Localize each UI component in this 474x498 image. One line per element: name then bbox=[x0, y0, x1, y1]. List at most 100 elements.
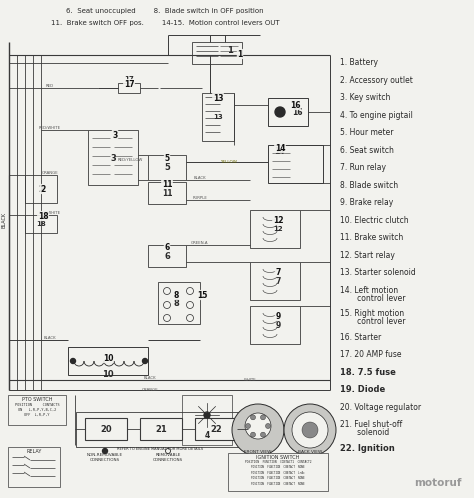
Text: 11.  Brake switch OFF pos.        14-15.  Motion control levers OUT: 11. Brake switch OFF pos. 14-15. Motion … bbox=[51, 20, 279, 26]
Text: OFF  L,R,P,Y: OFF L,R,P,Y bbox=[24, 413, 50, 417]
Text: 10: 10 bbox=[102, 370, 114, 379]
Text: 2: 2 bbox=[40, 184, 46, 194]
Text: 6: 6 bbox=[164, 243, 170, 251]
Text: FRONT VIEW: FRONT VIEW bbox=[244, 450, 272, 454]
Text: 14: 14 bbox=[275, 143, 285, 152]
Text: 5: 5 bbox=[164, 153, 170, 162]
Text: 22. Ignition: 22. Ignition bbox=[340, 444, 395, 453]
Text: 21: 21 bbox=[155, 424, 167, 433]
Circle shape bbox=[275, 107, 285, 117]
Text: 17: 17 bbox=[124, 80, 134, 89]
Bar bbox=[68, 347, 148, 375]
Text: 16. Starter: 16. Starter bbox=[340, 333, 381, 342]
Circle shape bbox=[143, 359, 147, 364]
Text: 12: 12 bbox=[273, 216, 283, 225]
Bar bbox=[250, 262, 300, 300]
Text: POSITION  FUNCTION  CONTACT  L+Ac: POSITION FUNCTION CONTACT L+Ac bbox=[251, 471, 305, 475]
Text: control lever: control lever bbox=[350, 293, 405, 302]
Bar bbox=[76, 412, 244, 447]
Text: 8: 8 bbox=[173, 290, 179, 299]
Text: GREEN-A: GREEN-A bbox=[191, 241, 209, 245]
Text: 14: 14 bbox=[274, 147, 284, 156]
Bar bbox=[88, 130, 138, 185]
Text: BLACK: BLACK bbox=[144, 376, 156, 380]
Text: 13: 13 bbox=[213, 114, 223, 120]
Text: 10: 10 bbox=[103, 354, 113, 363]
Text: IGNITION SWITCH: IGNITION SWITCH bbox=[256, 455, 300, 460]
Bar bbox=[8, 395, 66, 425]
Text: 5. Hour meter: 5. Hour meter bbox=[340, 128, 393, 137]
Text: 4: 4 bbox=[204, 431, 210, 440]
Text: REMOVABLE
CONNECTIONS: REMOVABLE CONNECTIONS bbox=[153, 453, 183, 462]
Text: 10. Electric clutch: 10. Electric clutch bbox=[340, 216, 409, 225]
Circle shape bbox=[232, 404, 284, 456]
Text: 2. Accessory outlet: 2. Accessory outlet bbox=[340, 76, 413, 85]
Text: motoruf: motoruf bbox=[414, 478, 462, 488]
Text: 6.  Seat unoccupied        8.  Blade switch in OFF position: 6. Seat unoccupied 8. Blade switch in OF… bbox=[66, 8, 264, 14]
Text: 15: 15 bbox=[196, 290, 208, 299]
Bar bbox=[158, 282, 200, 324]
Bar bbox=[228, 453, 328, 491]
Text: 13. Starter solenoid: 13. Starter solenoid bbox=[340, 268, 416, 277]
Text: 5: 5 bbox=[164, 162, 170, 171]
Text: 3. Key switch: 3. Key switch bbox=[340, 93, 391, 102]
Bar bbox=[148, 155, 186, 180]
Bar bbox=[140, 418, 182, 440]
Text: ON   L,R,P,Y,B,C,2: ON L,R,P,Y,B,C,2 bbox=[18, 408, 56, 412]
Circle shape bbox=[245, 413, 271, 439]
Bar bbox=[182, 395, 232, 445]
Text: BLACK: BLACK bbox=[44, 336, 56, 340]
Text: 6: 6 bbox=[164, 251, 170, 260]
Text: PTO SWITCH: PTO SWITCH bbox=[22, 397, 52, 402]
Circle shape bbox=[261, 415, 265, 420]
Text: 3: 3 bbox=[110, 153, 116, 162]
Text: YELLOW: YELLOW bbox=[220, 160, 237, 164]
Bar bbox=[148, 182, 186, 204]
Text: 12. Start relay: 12. Start relay bbox=[340, 250, 395, 259]
Text: 2: 2 bbox=[38, 184, 44, 194]
Bar bbox=[268, 145, 323, 183]
Bar bbox=[8, 447, 60, 487]
Text: WHITE: WHITE bbox=[244, 378, 256, 382]
Text: 16: 16 bbox=[290, 101, 300, 110]
Circle shape bbox=[71, 359, 75, 364]
Text: RED: RED bbox=[46, 84, 54, 88]
Text: 13: 13 bbox=[213, 94, 223, 103]
Text: RED/YELLOW: RED/YELLOW bbox=[117, 158, 143, 162]
Text: POSITION  FUNCTION  CONTACT  NONE: POSITION FUNCTION CONTACT NONE bbox=[251, 465, 305, 469]
Text: 11: 11 bbox=[162, 189, 172, 198]
Bar bbox=[25, 215, 57, 233]
Bar bbox=[250, 306, 300, 344]
Bar bbox=[25, 175, 57, 203]
Text: RED/WHITE: RED/WHITE bbox=[39, 126, 61, 130]
Bar bbox=[268, 98, 308, 126]
Bar bbox=[202, 93, 234, 141]
Circle shape bbox=[284, 404, 336, 456]
Text: 1. Battery: 1. Battery bbox=[340, 58, 378, 67]
Text: 11: 11 bbox=[162, 179, 172, 189]
Text: 22: 22 bbox=[210, 424, 222, 433]
Text: 21. Fuel shut-off: 21. Fuel shut-off bbox=[340, 420, 402, 429]
Text: ORANGE: ORANGE bbox=[42, 171, 58, 175]
Text: 18: 18 bbox=[36, 221, 46, 227]
Text: 17: 17 bbox=[124, 76, 134, 82]
Text: 7. Run relay: 7. Run relay bbox=[340, 163, 386, 172]
Bar bbox=[118, 83, 140, 93]
Bar bbox=[148, 245, 186, 267]
Circle shape bbox=[250, 415, 255, 420]
Text: REFER TO ENGINE MANUAL FOR MORE DETAILS: REFER TO ENGINE MANUAL FOR MORE DETAILS bbox=[117, 447, 203, 451]
Text: POSITION  FUNCTION  CONTACT1  CONTACT2: POSITION FUNCTION CONTACT1 CONTACT2 bbox=[245, 460, 311, 464]
Text: 14. Left motion: 14. Left motion bbox=[340, 285, 398, 294]
Circle shape bbox=[102, 449, 108, 454]
Circle shape bbox=[246, 423, 250, 428]
Circle shape bbox=[261, 432, 265, 437]
Text: BLACK: BLACK bbox=[194, 176, 206, 180]
Text: 9: 9 bbox=[275, 321, 281, 330]
Bar bbox=[192, 42, 242, 64]
Text: POSITION  FUNCTION  CONTACT  NONE: POSITION FUNCTION CONTACT NONE bbox=[251, 482, 305, 486]
Text: POSITION     CONTACTS: POSITION CONTACTS bbox=[15, 403, 59, 407]
Text: 15. Right motion: 15. Right motion bbox=[340, 309, 404, 318]
Text: 19. Diode: 19. Diode bbox=[340, 385, 385, 394]
Text: 20. Voltage regulator: 20. Voltage regulator bbox=[340, 402, 421, 411]
Text: 9: 9 bbox=[275, 312, 281, 321]
